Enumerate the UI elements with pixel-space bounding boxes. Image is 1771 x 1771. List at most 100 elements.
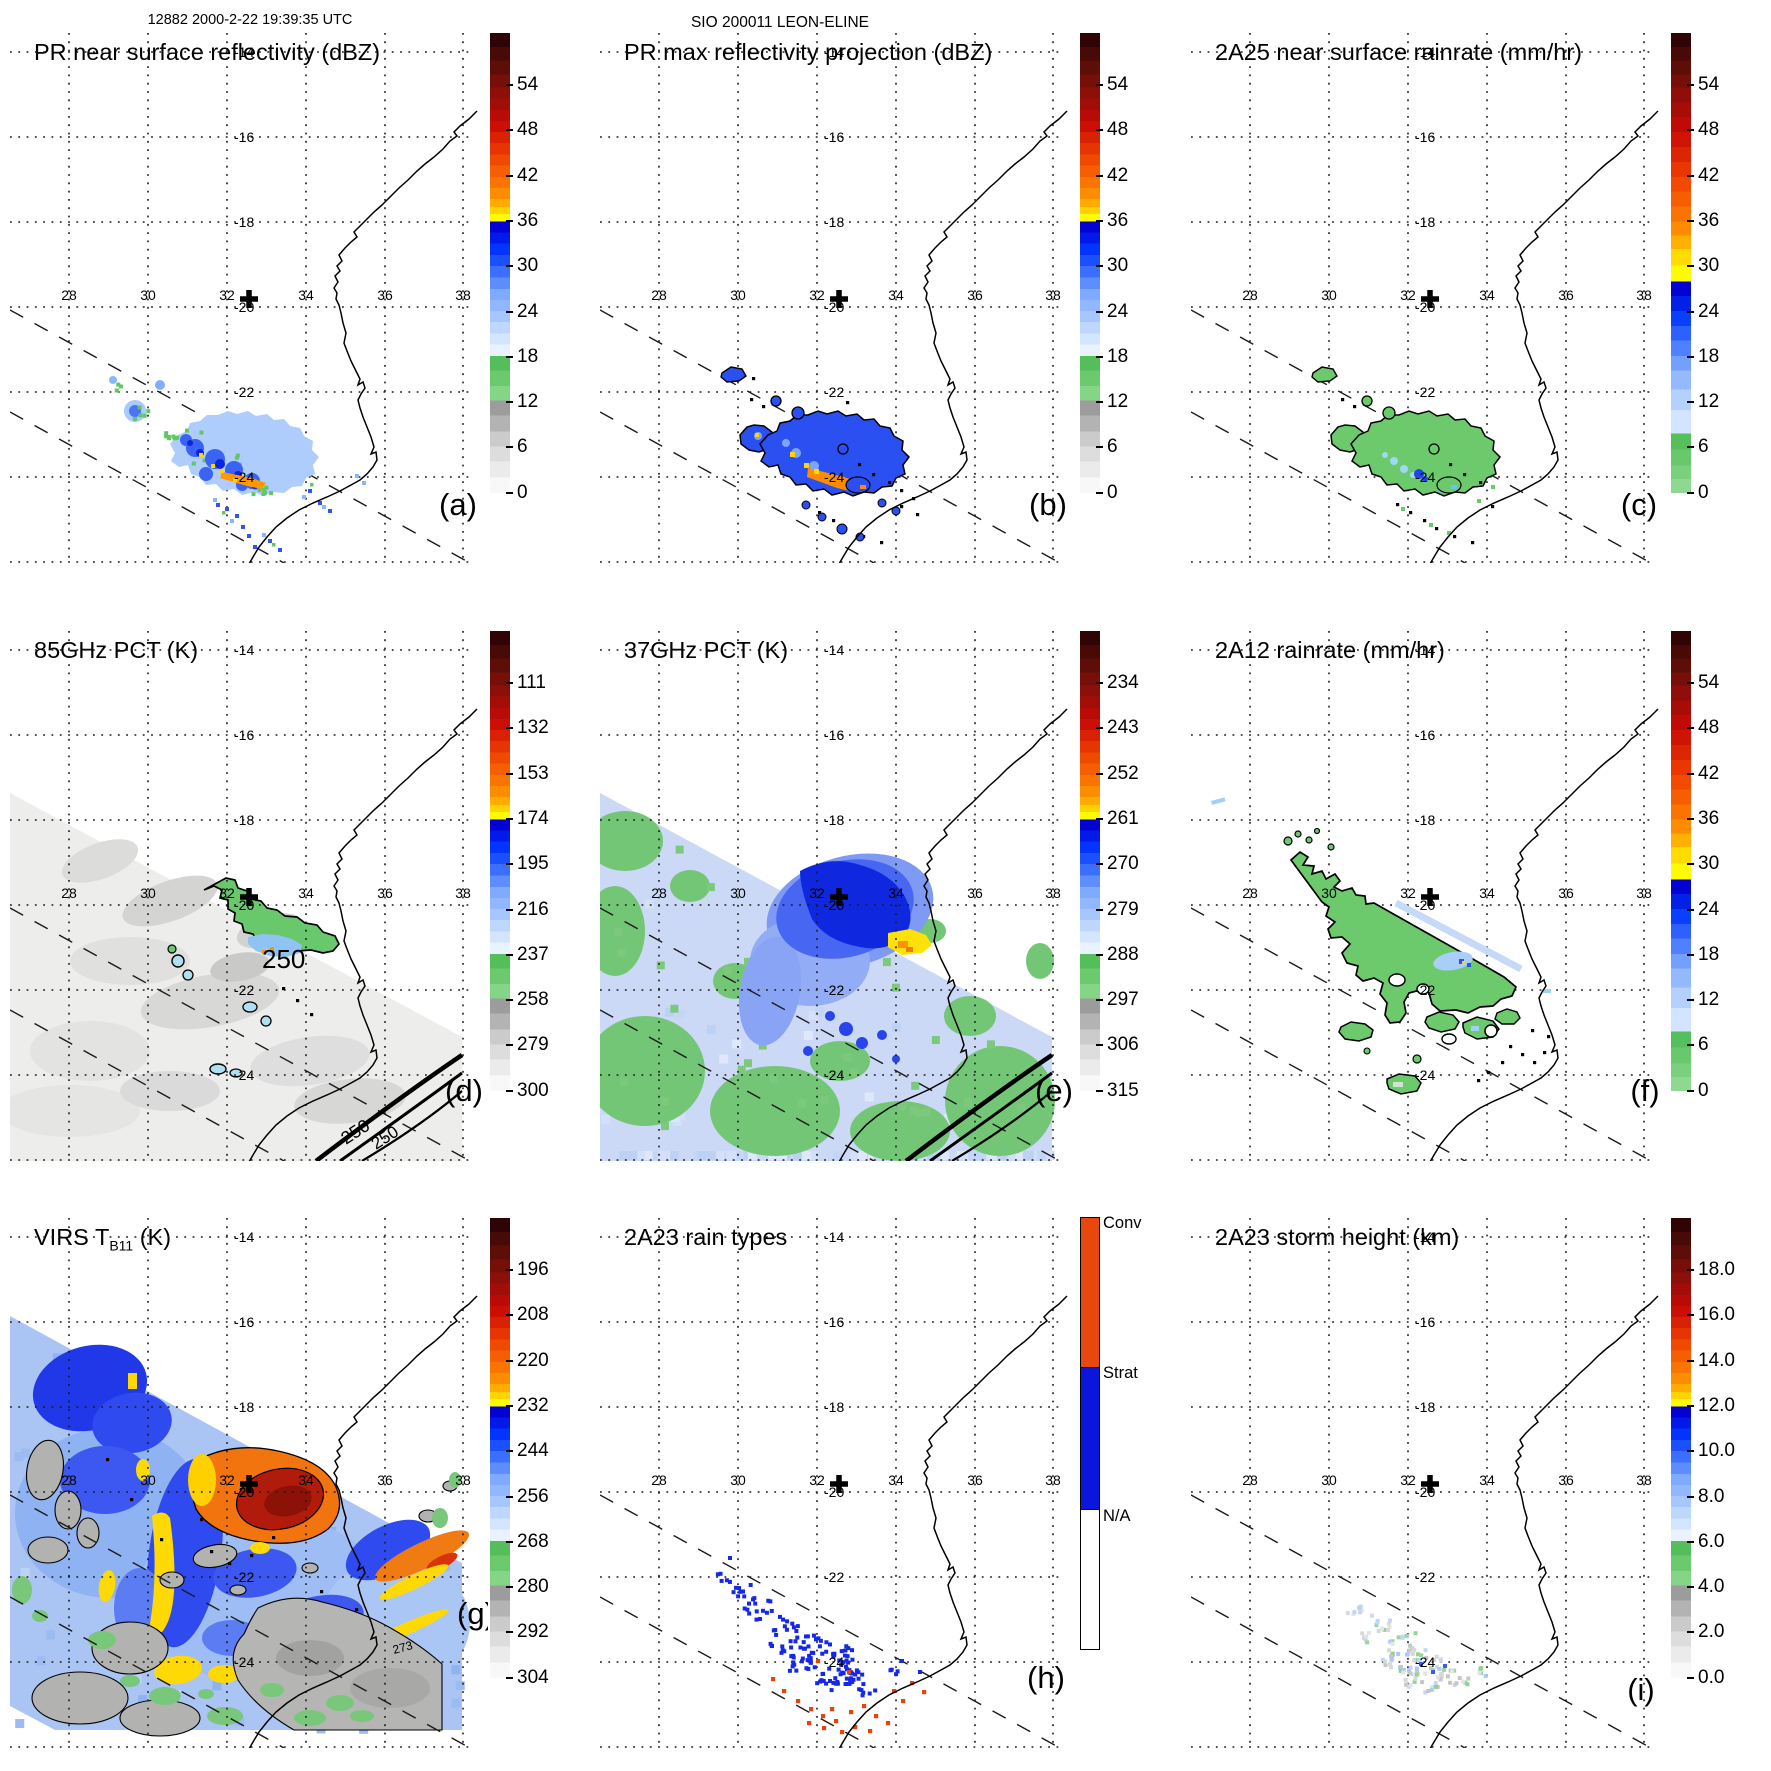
colorbar-d-tick [506, 727, 513, 730]
colorbar-e-label-279: 279 [1107, 898, 1139, 920]
colorbar-c-label-0: 0 [1698, 481, 1709, 503]
svg-text:32: 32 [809, 1472, 825, 1488]
colorbar-g-label-232: 232 [517, 1394, 549, 1416]
svg-text:36: 36 [1558, 1472, 1574, 1488]
colorbar-e-tick [1096, 1089, 1103, 1092]
colorbar-f-label-12: 12 [1698, 989, 1720, 1011]
colorbar-i-label-8.0: 8.0 [1698, 1485, 1725, 1507]
colorbar-c-label-24: 24 [1698, 300, 1720, 322]
svg-text:32: 32 [1400, 885, 1416, 901]
colorbar-i-label-2.0: 2.0 [1698, 1621, 1725, 1643]
colorbar-g-tick [506, 1359, 513, 1362]
svg-text:32: 32 [809, 287, 825, 303]
svg-text:-24: -24 [234, 1654, 254, 1670]
svg-text:36: 36 [1558, 885, 1574, 901]
svg-text:-16: -16 [234, 1314, 254, 1330]
colorbar-f-label-0: 0 [1698, 1079, 1709, 1101]
panel-i-letter: (i) [1627, 1672, 1655, 1707]
colorbar-e-tick [1096, 772, 1103, 775]
panel-e-letter: (e) [1035, 1073, 1073, 1108]
panel-i-title-text: 2A23 storm height (km) [1215, 1224, 1460, 1250]
colorbar-g-tick [506, 1586, 513, 1589]
svg-text:36: 36 [377, 885, 393, 901]
colorbar-e-label-261: 261 [1107, 807, 1139, 829]
colorbar-f-tick [1687, 863, 1694, 866]
colorbar-c-tick [1687, 491, 1694, 494]
svg-text:-22: -22 [234, 982, 254, 998]
svg-text:-14: -14 [1415, 1229, 1435, 1245]
colorbar-c-tick [1687, 446, 1694, 449]
svg-text:30: 30 [1321, 885, 1337, 901]
colorbar-b [1080, 33, 1100, 493]
colorbar-c-label-54: 54 [1698, 74, 1720, 95]
colorbar-f-tick [1687, 1044, 1694, 1047]
svg-text:-22: -22 [234, 1569, 254, 1585]
svg-text:36: 36 [1558, 287, 1574, 303]
svg-text:-16: -16 [1415, 727, 1435, 743]
colorbar-d-label-300: 300 [517, 1079, 549, 1101]
colorbar-e-label-270: 270 [1107, 853, 1139, 875]
svg-text:-22: -22 [1415, 1569, 1435, 1585]
colorbar-a-tick [506, 219, 513, 222]
colorbar-d-tick [506, 863, 513, 866]
colorbar-d-label-258: 258 [517, 989, 549, 1011]
svg-text:34: 34 [298, 885, 314, 901]
svg-text:28: 28 [1242, 287, 1258, 303]
colorbar-d [490, 631, 510, 1091]
svg-text:38: 38 [1045, 885, 1061, 901]
colorbar-i-label-12.0: 12.0 [1698, 1394, 1735, 1416]
colorbar-a-label-54: 54 [517, 74, 539, 95]
svg-text:38: 38 [1045, 1472, 1061, 1488]
svg-text:34: 34 [298, 287, 314, 303]
panel-b-letter: (b) [1029, 487, 1067, 522]
colorbar-b-tick [1096, 355, 1103, 358]
colorbar-g-label-244: 244 [517, 1440, 549, 1462]
colorbar-segment [1080, 1509, 1100, 1650]
colorbar-d-tick [506, 1044, 513, 1047]
svg-text:-18: -18 [1415, 812, 1435, 828]
colorbar-a-tick [506, 310, 513, 313]
colorbar-f-tick [1687, 727, 1694, 730]
colorbar-c-tick [1687, 129, 1694, 132]
map-b: 28 30 32 34 36 38-14-16-18-20-22-24(b) [600, 33, 1068, 563]
panel-i-title: 2A23 storm height (km) [1215, 1224, 1459, 1251]
storm-name-header: SIO 200011 LEON-ELINE [690, 14, 870, 31]
svg-text:-24: -24 [824, 1067, 844, 1083]
svg-text:30: 30 [730, 885, 746, 901]
colorbar-e-label-297: 297 [1107, 989, 1139, 1011]
svg-text:-22: -22 [824, 982, 844, 998]
colorbar-b-tick [1096, 219, 1103, 222]
colorbar-i-tick [1687, 1495, 1694, 1498]
svg-text:38: 38 [1636, 885, 1652, 901]
svg-text:38: 38 [1636, 1472, 1652, 1488]
svg-text:-14: -14 [234, 44, 254, 60]
svg-text:-14: -14 [824, 44, 844, 60]
panel-f-title-text: 2A12 rainrate (mm/hr) [1215, 637, 1445, 663]
svg-text:-16: -16 [1415, 129, 1435, 145]
colorbar-f-label-36: 36 [1698, 807, 1720, 829]
colorbar-f [1671, 631, 1691, 1091]
svg-text:-18: -18 [824, 1399, 844, 1415]
svg-text:32: 32 [809, 885, 825, 901]
panel-g-title-text: VIRS T [34, 1224, 110, 1250]
colorbar-d-label-195: 195 [517, 853, 549, 875]
colorbar-e-tick [1096, 863, 1103, 866]
svg-text:32: 32 [219, 287, 235, 303]
panel-a-title-text: PR near surface reflectivity (dBZ) [34, 39, 381, 65]
colorbar-d-label-174: 174 [517, 807, 549, 829]
colorbar-e-tick [1096, 727, 1103, 730]
svg-text:-16: -16 [824, 1314, 844, 1330]
colorbar-h [1080, 1217, 1100, 1653]
colorbar-c-label-42: 42 [1698, 164, 1720, 186]
panel-f-letter: (f) [1630, 1073, 1659, 1108]
colorbar-e [1080, 631, 1100, 1091]
svg-text:-14: -14 [234, 1229, 254, 1245]
colorbar-g-label-208: 208 [517, 1304, 549, 1326]
colorbar-g-label-304: 304 [517, 1666, 549, 1688]
svg-text:-18: -18 [1415, 1399, 1435, 1415]
colorbar-d-label-279: 279 [517, 1034, 549, 1056]
colorbar-a-label-48: 48 [517, 119, 539, 141]
svg-text:-22: -22 [1415, 982, 1435, 998]
colorbar-e-label-252: 252 [1107, 762, 1139, 784]
